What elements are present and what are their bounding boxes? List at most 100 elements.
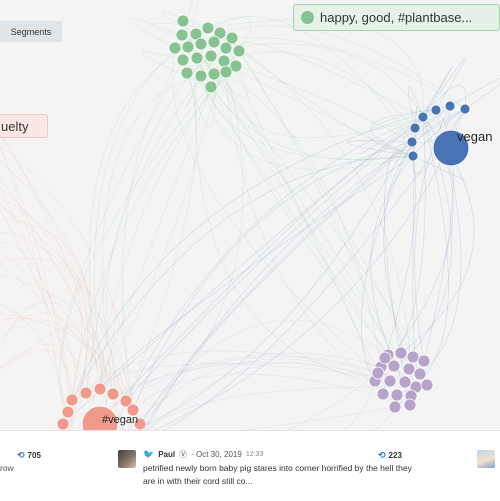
node-green[interactable] <box>190 51 204 65</box>
node-green[interactable] <box>207 67 221 81</box>
graph-edge <box>231 37 421 375</box>
node-green[interactable] <box>229 59 243 73</box>
tweet-text-left: row <box>0 463 14 473</box>
node-blue[interactable] <box>407 150 419 162</box>
graph-nodes[interactable] <box>56 14 471 465</box>
graph-edge <box>223 60 413 143</box>
tweet-time: 12:33 <box>245 451 264 458</box>
graph-edge <box>0 208 70 413</box>
graph-edge <box>139 320 389 425</box>
node-blue[interactable] <box>430 104 442 116</box>
node-green[interactable] <box>204 80 218 94</box>
node-red[interactable] <box>65 393 79 407</box>
node-purple[interactable] <box>378 351 392 365</box>
graph-edge <box>384 155 416 359</box>
node-green[interactable] <box>217 54 231 68</box>
node-purple[interactable] <box>417 354 431 368</box>
node-purple[interactable] <box>387 359 401 373</box>
node-purple[interactable] <box>413 367 427 381</box>
graph-edge <box>132 373 411 411</box>
node-green[interactable] <box>175 28 189 42</box>
node-purple[interactable] <box>402 362 416 376</box>
node-blue[interactable] <box>417 111 429 123</box>
avatar[interactable] <box>118 450 136 468</box>
node-hub-vegan[interactable] <box>432 129 470 167</box>
graph-edge <box>181 34 425 362</box>
tweet-author[interactable]: Paul <box>158 450 176 459</box>
avatar[interactable] <box>477 450 495 468</box>
node-red[interactable] <box>61 405 75 419</box>
segments-button[interactable]: Segments <box>0 21 62 42</box>
node-green[interactable] <box>168 41 182 55</box>
node-blue[interactable] <box>444 100 456 112</box>
node-green[interactable] <box>219 41 233 55</box>
graph-edge <box>112 361 391 395</box>
node-purple[interactable] <box>376 387 390 401</box>
node-purple[interactable] <box>394 346 408 360</box>
segment-label-red[interactable]: uelty <box>0 114 48 138</box>
segment-label-green[interactable]: happy, good, #plantbase... <box>293 4 500 31</box>
node-green[interactable] <box>207 35 221 49</box>
node-blue[interactable] <box>406 136 418 148</box>
graph-edge <box>195 33 376 382</box>
graph-edge <box>125 116 424 402</box>
graph-edge <box>140 108 466 438</box>
graph-edge <box>139 60 244 425</box>
graph-edge <box>182 20 410 370</box>
graph-edge <box>414 105 451 362</box>
node-green[interactable] <box>194 37 208 51</box>
node-green[interactable] <box>213 26 227 40</box>
node-red[interactable] <box>126 403 140 417</box>
node-blue[interactable] <box>459 103 471 115</box>
node-green[interactable] <box>219 65 233 79</box>
graph-edge <box>67 350 428 413</box>
node-purple[interactable] <box>383 374 397 388</box>
graph-edge <box>65 65 237 438</box>
node-purple[interactable] <box>388 400 402 414</box>
node-green[interactable] <box>225 31 239 45</box>
graph-edge <box>414 65 453 129</box>
node-green[interactable] <box>232 44 246 58</box>
node-red[interactable] <box>119 394 133 408</box>
node-purple[interactable] <box>390 388 404 402</box>
graph-edge <box>225 43 424 118</box>
node-red[interactable] <box>56 417 70 431</box>
graph-edge <box>59 59 184 413</box>
graph-edge <box>101 59 197 459</box>
node-green[interactable] <box>194 69 208 83</box>
graph-edge <box>0 204 88 425</box>
node-red[interactable] <box>93 382 107 396</box>
node-purple[interactable] <box>420 378 434 392</box>
node-purple[interactable] <box>406 350 420 364</box>
graph-edge <box>94 33 197 457</box>
node-green[interactable] <box>181 40 195 54</box>
node-green[interactable] <box>204 49 218 63</box>
graph-edge <box>219 25 466 110</box>
twitter-bird-icon: 🐦 <box>143 449 155 459</box>
graph-edge <box>0 134 115 395</box>
graph-edge <box>223 60 411 406</box>
graph-edge <box>412 127 421 375</box>
tweet-text: petrified newly born baby pig stares int… <box>143 463 412 486</box>
node-purple[interactable] <box>371 366 385 380</box>
node-green[interactable] <box>201 21 215 35</box>
graph-edge <box>101 75 202 395</box>
graph-edge <box>200 43 414 170</box>
node-red[interactable] <box>79 386 93 400</box>
graph-edge <box>412 155 466 181</box>
graph-edge <box>412 108 466 175</box>
graph-edges <box>0 0 500 479</box>
graph-edge <box>0 349 73 401</box>
node-purple[interactable] <box>398 375 412 389</box>
node-red[interactable] <box>106 387 120 401</box>
node-green[interactable] <box>176 53 190 67</box>
node-purple[interactable] <box>403 398 417 412</box>
graph-edge <box>0 219 91 438</box>
node-green[interactable] <box>176 14 190 28</box>
node-green[interactable] <box>180 66 194 80</box>
graph-edge <box>0 265 134 411</box>
node-blue[interactable] <box>409 122 421 134</box>
graph-edge <box>225 47 396 408</box>
node-green[interactable] <box>189 27 203 41</box>
